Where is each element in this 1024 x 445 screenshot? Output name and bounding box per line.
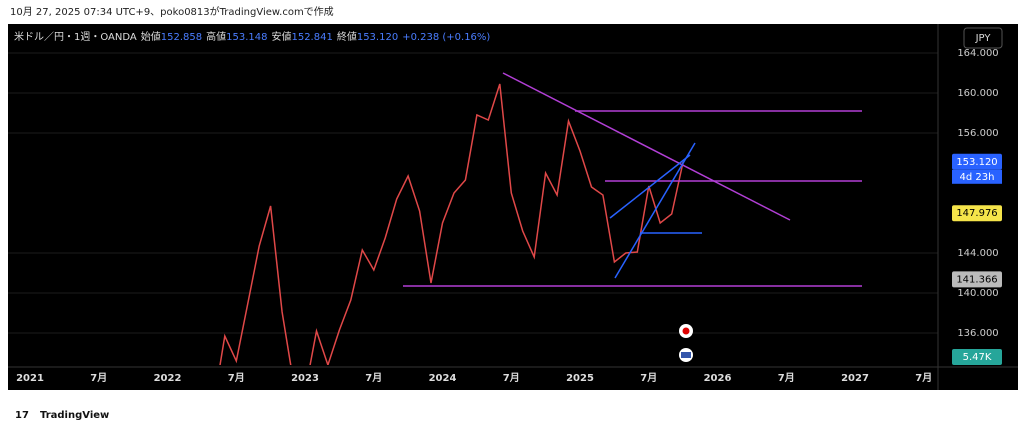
price-label: 140.000 (957, 288, 998, 299)
price-label: 160.000 (957, 88, 998, 99)
caption: 10月 27, 2025 07:34 UTC+9、poko0813がTradin… (10, 5, 334, 18)
ma-long-badge (952, 271, 1002, 288)
currency-label[interactable]: JPY (975, 33, 992, 44)
ma-badge-label: 147.976 (956, 208, 997, 219)
volume-badge (952, 349, 1002, 365)
time-label: 2027 (841, 373, 869, 384)
currency-button[interactable] (963, 27, 1003, 49)
ma-long-badge-label: 141.366 (956, 274, 997, 285)
time-label: 7月 (90, 372, 107, 384)
time-label: 7月 (503, 372, 520, 384)
price-label: 164.000 (957, 48, 998, 59)
time-label: 2025 (566, 373, 594, 384)
price-label: 144.000 (957, 248, 998, 259)
time-label: 2021 (16, 373, 44, 384)
drawings (403, 72, 862, 362)
last-price-badge (952, 153, 1002, 170)
last-price-badge-label: 153.120 (956, 157, 997, 168)
time-label: 7月 (640, 372, 657, 384)
time-label: 7月 (365, 372, 382, 384)
brand: TradingView (40, 410, 109, 421)
time-label: 7月 (778, 372, 795, 384)
plot (8, 52, 938, 365)
time-label: 2026 (704, 373, 732, 384)
time-label: 2022 (154, 373, 182, 384)
price-line (219, 83, 684, 365)
countdown-badge (952, 169, 1002, 184)
chart-panel (8, 24, 1018, 390)
logo-mark: 17 (15, 410, 29, 421)
time-label: 7月 (915, 372, 932, 384)
price-label: 156.000 (957, 128, 998, 139)
symbol: 米ドル／円・1週・OANDA 始値152.858 高値153.148 安値152.84… (14, 30, 490, 43)
time-label: 7月 (228, 372, 245, 384)
time-label: 2024 (429, 373, 457, 384)
countdown: 4d 23h (960, 172, 995, 183)
time-label: 2023 (291, 373, 319, 384)
ma-badge (952, 205, 1002, 222)
price-label: 136.000 (957, 328, 998, 339)
volume-label: 5.47K (963, 352, 992, 363)
